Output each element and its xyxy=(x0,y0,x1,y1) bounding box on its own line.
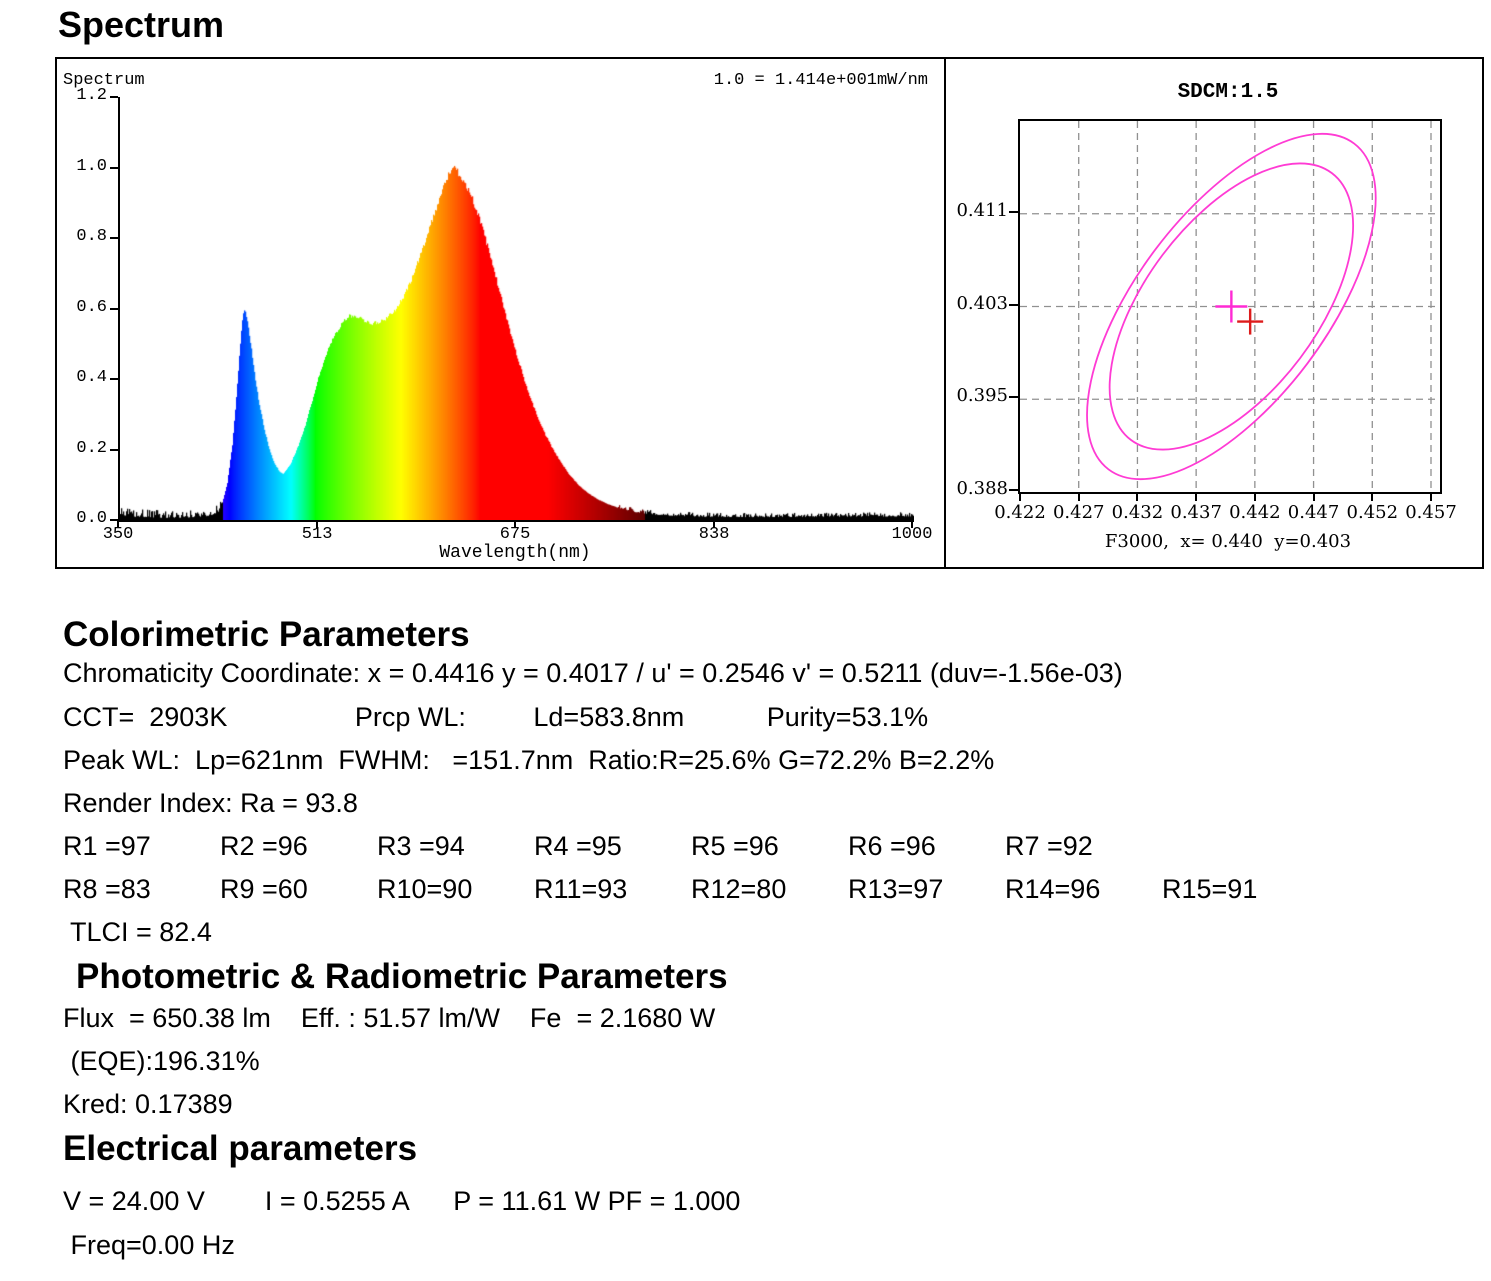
sdcm-caption: F3000, x= 0.440 y=0.403 xyxy=(1104,531,1352,552)
sdcm-x-tick xyxy=(1195,492,1198,501)
cri-value: R15=91 xyxy=(1162,874,1258,904)
electrical-heading: Electrical parameters xyxy=(63,1129,418,1168)
sdcm-y-tick xyxy=(1009,303,1018,306)
sdcm-inner-ellipse xyxy=(1108,162,1355,451)
sdcm-x-tick-label: 0.457 xyxy=(1405,502,1457,523)
sdcm-y-tick xyxy=(1009,210,1018,213)
spectrum-scale-note: 1.0 = 1.414e+001mW/nm xyxy=(713,71,928,90)
sdcm-chart-panel: SDCM:1.5 F3000, x= 0.440 y=0.403 0.388 0.… xyxy=(946,59,1482,567)
spectrum-curve-canvas xyxy=(120,97,914,520)
spd-x-tick-label: 675 xyxy=(499,525,531,544)
sdcm-x-tick-label: 0.432 xyxy=(1111,502,1164,523)
sdcm-y-tick-label: 0.388 xyxy=(956,478,1008,499)
cri-value: R5 =96 xyxy=(691,831,779,861)
photometric-heading: Photometric & Radiometric Parameters xyxy=(76,957,728,996)
sdcm-plot-area xyxy=(1018,119,1442,494)
cri-value: R2 =96 xyxy=(220,831,308,861)
sdcm-x-tick xyxy=(1371,492,1374,501)
sdcm-x-tick xyxy=(1019,492,1021,501)
spd-y-tick-label: 0.2 xyxy=(76,438,107,458)
cri-value: R10=90 xyxy=(377,874,473,904)
spd-y-tick xyxy=(110,448,118,451)
cri-values-row-2: R8 =83 R9 =60 R10=90 R11=93 R12=80 R13=97 R14=… xyxy=(63,874,1319,905)
cri-value: R11=93 xyxy=(534,874,628,904)
sdcm-x-tick-label: 0.442 xyxy=(1229,502,1281,523)
sdcm-title: SDCM:1.5 xyxy=(1177,81,1279,104)
sdcm-x-tick xyxy=(1312,492,1315,501)
cri-value: R1 =97 xyxy=(63,831,151,861)
peak-wl-line: Peak WL: Lp=621nm FWHM: =151.7nm Ratio:R… xyxy=(63,745,995,775)
cri-value: R12=80 xyxy=(691,874,787,904)
spd-y-tick-label: 0.0 xyxy=(76,509,107,528)
spd-y-tick xyxy=(110,378,118,380)
spd-x-tick-label: 1000 xyxy=(891,525,933,544)
cri-value: R9 =60 xyxy=(220,874,308,904)
sdcm-x-tick xyxy=(1430,492,1432,501)
spd-y-tick-label: 0.8 xyxy=(76,227,107,246)
spd-y-tick xyxy=(110,166,118,169)
sdcm-y-tick-label: 0.395 xyxy=(956,385,1008,407)
sdcm-x-tick-label: 0.427 xyxy=(1052,502,1105,523)
sdcm-y-tick-label: 0.411 xyxy=(956,199,1008,221)
page-title: Spectrum xyxy=(58,4,225,45)
colorimetric-heading: Colorimetric Parameters xyxy=(63,615,470,654)
spd-x-tick xyxy=(911,520,913,528)
sdcm-x-tick xyxy=(1136,492,1139,501)
spectrum-plot-area xyxy=(118,97,914,522)
flux-line: Flux = 650.38 lm Eff. : 51.57 lm/W Fe = … xyxy=(63,1003,716,1033)
frequency-line: Freq=0.00 Hz xyxy=(63,1230,235,1260)
sdcm-x-tick-label: 0.422 xyxy=(994,502,1046,523)
cri-value: R4 =95 xyxy=(534,831,622,861)
sdcm-x-tick-label: 0.437 xyxy=(1170,502,1222,523)
spd-x-tick xyxy=(316,520,319,528)
cri-value: R13=97 xyxy=(848,874,944,904)
spectrum-corner-label: Spectrum xyxy=(63,71,145,90)
spd-x-tick-label: 350 xyxy=(102,525,134,544)
charts-frame: Spectrum 1.0 = 1.414e+001mW/nm Wavelengt… xyxy=(55,57,1484,569)
sdcm-y-tick xyxy=(1009,489,1018,491)
spd-x-tick xyxy=(514,520,516,528)
cri-values-row-1: R1 =97 R2 =96 R3 =94 R4 =95 R5 =96 R6 =96 R7 =… xyxy=(63,831,1162,862)
spectrum-x-axis-label: Wavelength(nm) xyxy=(439,543,591,563)
tlci-line: TLCI = 82.4 xyxy=(63,917,212,947)
spectrum-chart-panel: Spectrum 1.0 = 1.414e+001mW/nm Wavelengt… xyxy=(57,59,946,567)
spd-x-tick-label: 838 xyxy=(698,525,730,544)
spd-y-tick-label: 1.0 xyxy=(76,156,107,176)
sdcm-x-tick xyxy=(1077,492,1080,501)
spd-x-tick xyxy=(117,520,119,528)
cri-value: R3 =94 xyxy=(377,831,465,861)
spd-y-tick xyxy=(110,237,118,239)
sdcm-x-tick-label: 0.447 xyxy=(1287,502,1340,523)
sdcm-y-tick xyxy=(1009,396,1018,399)
cri-value: R7 =92 xyxy=(1005,831,1093,861)
sdcm-ellipse-chart xyxy=(1020,121,1440,492)
spd-y-tick-label: 0.4 xyxy=(76,368,107,387)
voltage-current-power-line: V = 24.00 V I = 0.5255 A P = 11.61 W PF … xyxy=(63,1186,741,1216)
eqe-line: (EQE):196.31% xyxy=(63,1046,260,1076)
chromaticity-coordinate-line: Chromaticity Coordinate: x = 0.4416 y = … xyxy=(63,658,1123,688)
spd-y-tick-label: 1.2 xyxy=(76,86,107,105)
spd-x-tick-label: 513 xyxy=(301,525,333,544)
spd-x-tick xyxy=(713,520,716,528)
kred-line: Kred: 0.17389 xyxy=(63,1089,233,1119)
cct-line: CCT= 2903K Prcp WL: Ld=583.8nm Purity=53… xyxy=(63,702,929,732)
sdcm-x-tick xyxy=(1253,492,1256,501)
spd-y-tick xyxy=(110,519,118,521)
sdcm-outer-ellipse xyxy=(1086,132,1377,481)
cri-value: R6 =96 xyxy=(848,831,936,861)
cri-value: R8 =83 xyxy=(63,874,151,904)
render-index-line: Render Index: Ra = 93.8 xyxy=(63,788,358,818)
spd-y-tick-label: 0.6 xyxy=(76,297,107,317)
sdcm-x-tick-label: 0.452 xyxy=(1346,502,1399,523)
sdcm-y-tick-label: 0.403 xyxy=(956,292,1008,314)
cri-value: R14=96 xyxy=(1005,874,1101,904)
spd-y-tick xyxy=(110,96,118,98)
spd-y-tick xyxy=(110,307,118,310)
